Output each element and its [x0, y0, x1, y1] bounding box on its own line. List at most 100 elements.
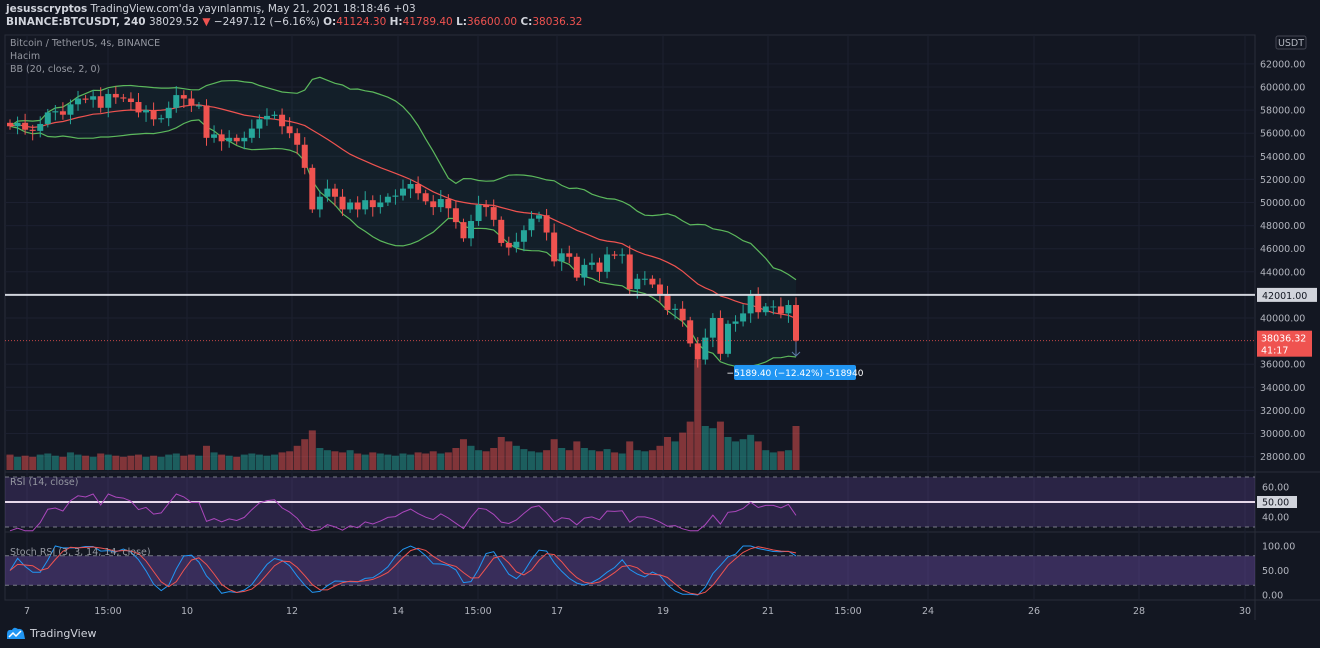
legend-volume[interactable]: Hacim — [10, 51, 41, 62]
volume-bar — [44, 453, 52, 470]
currency-badge[interactable] — [1275, 35, 1307, 50]
volume-bar — [739, 439, 747, 470]
price-tick-label: 54000.00 — [1260, 152, 1305, 163]
volume-bar — [618, 453, 626, 470]
candle-body — [331, 188, 338, 197]
price-tick-label: 40000.00 — [1260, 314, 1305, 325]
candle-body — [22, 122, 29, 130]
candle-body — [309, 167, 316, 210]
volume-bar — [422, 453, 430, 470]
symbol-info: BINANCE:BTCUSDT, 240 38029.52 ▼ −2497.12… — [6, 16, 582, 28]
candle-body — [233, 137, 240, 142]
volume-bar — [762, 450, 770, 470]
time-tick-label: 17 — [551, 606, 563, 617]
candle-body — [430, 201, 437, 208]
candle-body — [558, 253, 565, 262]
volume-bar — [316, 448, 324, 470]
legend-bb[interactable]: BB (20, close, 2, 0) — [10, 64, 101, 75]
volume-bar — [142, 456, 150, 470]
symbol: BINANCE:BTCUSDT, 240 — [6, 16, 146, 28]
volume-bar — [89, 456, 97, 470]
candle-body — [604, 254, 611, 272]
legend-title[interactable]: Bitcoin / TetherUS, 4s, BINANCE — [10, 38, 161, 49]
username[interactable]: jesusscryptos — [6, 3, 88, 15]
candle-body — [452, 208, 459, 223]
candle-body — [664, 294, 671, 310]
candle-body — [626, 254, 633, 290]
volume-bar — [497, 437, 505, 470]
volume-bar — [187, 454, 195, 470]
legend-rsi[interactable]: RSI (14, close) — [10, 477, 79, 488]
candle-body — [248, 128, 255, 138]
last-price-badge — [1257, 330, 1312, 357]
volume-bar — [369, 452, 377, 470]
volume-bar — [626, 441, 634, 470]
last-price-label: 38036.32 — [1261, 334, 1306, 345]
volume-bar — [580, 448, 588, 470]
volume-bar — [354, 453, 362, 470]
candle-body — [67, 104, 74, 115]
candle-body — [286, 126, 293, 134]
candle-body — [536, 215, 543, 219]
stoch-k-line — [9, 545, 797, 596]
price-tick-label: 28000.00 — [1260, 452, 1305, 463]
candle-body — [513, 241, 520, 248]
publish-text: TradingView.com'da yayınlanmış, May 21, … — [90, 3, 416, 15]
volume-bar — [747, 434, 755, 470]
open-label: O: — [323, 16, 337, 28]
candle-body — [528, 218, 535, 231]
volume-bar — [588, 450, 596, 470]
volume-bar — [346, 450, 354, 470]
volume-bar — [444, 452, 452, 470]
candle-body — [437, 199, 444, 208]
brand-name[interactable]: TradingView — [30, 626, 97, 640]
time-tick-label: 28 — [1133, 606, 1145, 617]
candle-body — [694, 343, 701, 360]
volume-bar — [308, 430, 316, 470]
candle-body — [347, 202, 354, 210]
stoch-band-fill — [5, 555, 1255, 586]
candle-body — [407, 184, 414, 189]
volume-bar — [664, 437, 672, 470]
stoch-tick-label: 0.00 — [1262, 591, 1283, 602]
candle-body — [127, 98, 134, 103]
time-tick-label: 19 — [657, 606, 669, 617]
candle-body — [785, 305, 792, 314]
legend-stoch-rsi[interactable]: Stoch RSI (3, 3, 14, 14, close) — [10, 547, 151, 558]
time-tick-label: 15:00 — [464, 606, 491, 617]
candle-body — [747, 294, 754, 314]
candle-body — [180, 95, 187, 99]
volume-bar — [225, 455, 233, 470]
volume-bar — [459, 439, 467, 470]
level-price-label: 42001.00 — [1262, 291, 1307, 302]
candle-body — [460, 222, 467, 239]
close-value: 38036.32 — [532, 16, 583, 28]
volume-bar — [271, 454, 279, 470]
volume-bar — [74, 454, 82, 470]
price-tick-label: 56000.00 — [1260, 129, 1305, 140]
volume-bar — [29, 456, 37, 470]
volume-bar — [150, 455, 158, 470]
candle-body — [520, 230, 527, 242]
candle-body — [566, 253, 573, 257]
candle-body — [173, 95, 180, 108]
stoch-tick-label: 50.00 — [1262, 566, 1289, 577]
rsi-midline-badge — [1257, 496, 1297, 508]
candle-body — [687, 320, 694, 344]
rsi-tick-label: 40.00 — [1262, 513, 1289, 524]
candle-body — [468, 220, 475, 239]
volume-bar — [399, 453, 407, 470]
candle-body — [596, 262, 603, 272]
candle-body — [294, 133, 301, 145]
candle-body — [362, 200, 369, 210]
candle-body — [218, 134, 225, 142]
volume-bar — [157, 456, 165, 470]
volume-bar — [520, 449, 528, 470]
candle-body — [740, 313, 747, 322]
volume-bar — [51, 455, 59, 470]
candle-body — [82, 98, 89, 100]
candle-body — [641, 278, 648, 280]
candle-body — [354, 202, 361, 210]
candle-body — [188, 98, 195, 106]
